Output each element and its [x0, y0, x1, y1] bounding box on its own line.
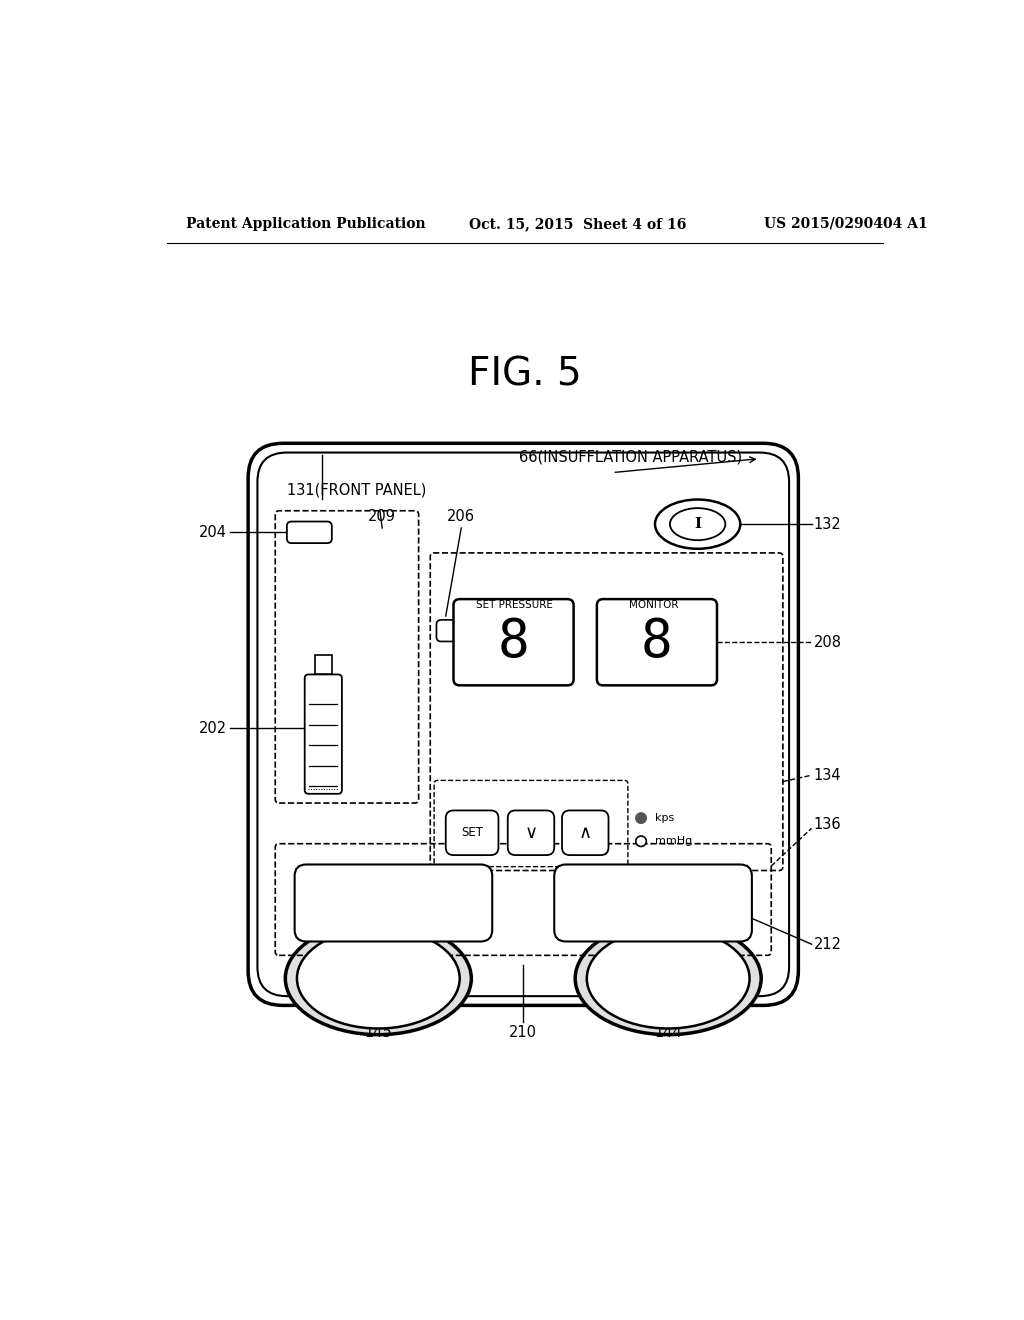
Text: 204: 204: [200, 525, 227, 540]
Text: 8: 8: [498, 616, 529, 668]
Text: 136: 136: [814, 817, 842, 832]
Text: Patent Application Publication: Patent Application Publication: [186, 216, 426, 231]
Text: 8: 8: [641, 616, 673, 668]
Text: 208: 208: [814, 635, 842, 649]
FancyBboxPatch shape: [305, 675, 342, 793]
Ellipse shape: [575, 923, 761, 1035]
FancyBboxPatch shape: [295, 865, 493, 941]
Text: FIG. 5: FIG. 5: [468, 355, 582, 393]
FancyBboxPatch shape: [508, 810, 554, 855]
Text: 210: 210: [509, 1024, 538, 1040]
Text: SET PRESSURE: SET PRESSURE: [475, 601, 552, 610]
Text: 131(FRONT PANEL): 131(FRONT PANEL): [287, 482, 426, 498]
Text: SET: SET: [461, 826, 483, 840]
Text: 209: 209: [369, 510, 396, 524]
Ellipse shape: [655, 499, 740, 549]
Text: US 2015/0290404 A1: US 2015/0290404 A1: [764, 216, 928, 231]
Text: 144: 144: [654, 1024, 682, 1040]
Ellipse shape: [670, 508, 725, 540]
Text: I: I: [694, 517, 701, 531]
FancyBboxPatch shape: [562, 810, 608, 855]
FancyBboxPatch shape: [248, 444, 799, 1006]
Text: ∧: ∧: [579, 824, 592, 842]
Text: kps: kps: [655, 813, 674, 824]
Text: mmHg: mmHg: [655, 837, 692, 846]
FancyBboxPatch shape: [436, 620, 475, 642]
Text: Oct. 15, 2015  Sheet 4 of 16: Oct. 15, 2015 Sheet 4 of 16: [469, 216, 686, 231]
FancyBboxPatch shape: [454, 599, 573, 685]
FancyBboxPatch shape: [554, 865, 752, 941]
Text: 212: 212: [814, 937, 842, 952]
Bar: [314, 655, 332, 675]
Circle shape: [636, 836, 646, 846]
Text: MONITOR: MONITOR: [629, 601, 678, 610]
Text: 145: 145: [365, 1024, 392, 1040]
FancyBboxPatch shape: [597, 599, 717, 685]
Text: 202: 202: [199, 721, 227, 735]
Ellipse shape: [297, 928, 460, 1028]
Text: 132: 132: [814, 516, 842, 532]
Text: 134: 134: [814, 768, 842, 783]
Ellipse shape: [286, 923, 471, 1035]
Text: 206: 206: [447, 510, 475, 524]
FancyBboxPatch shape: [287, 521, 332, 543]
Text: ∨: ∨: [524, 824, 538, 842]
FancyBboxPatch shape: [257, 453, 790, 997]
FancyBboxPatch shape: [445, 810, 499, 855]
Text: 66(INSUFFLATION APPARATUS): 66(INSUFFLATION APPARATUS): [519, 450, 742, 465]
Ellipse shape: [587, 928, 750, 1028]
Circle shape: [636, 813, 646, 824]
